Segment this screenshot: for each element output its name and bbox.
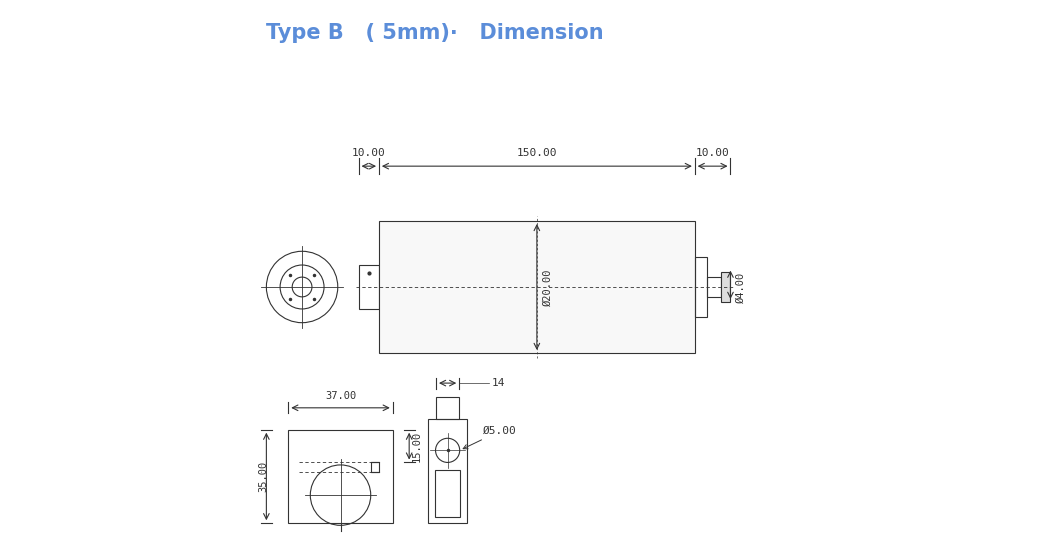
Text: 10.00: 10.00 (695, 148, 729, 158)
Bar (721, 272, 730, 302)
Bar (428, 419, 466, 523)
Text: 14: 14 (492, 378, 505, 388)
Text: 150.00: 150.00 (516, 148, 558, 158)
Bar (358, 265, 379, 309)
Bar (436, 397, 459, 419)
Bar (371, 463, 379, 472)
Text: Type B   ( 5mm)·   Dimension: Type B ( 5mm)· Dimension (266, 23, 604, 44)
Bar (288, 430, 392, 523)
Text: 10.00: 10.00 (352, 148, 386, 158)
Bar (707, 277, 721, 298)
Text: 35.00: 35.00 (259, 461, 268, 492)
Text: Ø20.00: Ø20.00 (543, 268, 552, 306)
Bar (379, 221, 694, 353)
Text: Ø5.00: Ø5.00 (463, 426, 517, 449)
Text: 37.00: 37.00 (325, 391, 356, 401)
Bar (435, 470, 460, 517)
Bar (694, 257, 707, 317)
Text: 15.00: 15.00 (412, 431, 422, 461)
Text: Ø4.00: Ø4.00 (736, 272, 746, 302)
